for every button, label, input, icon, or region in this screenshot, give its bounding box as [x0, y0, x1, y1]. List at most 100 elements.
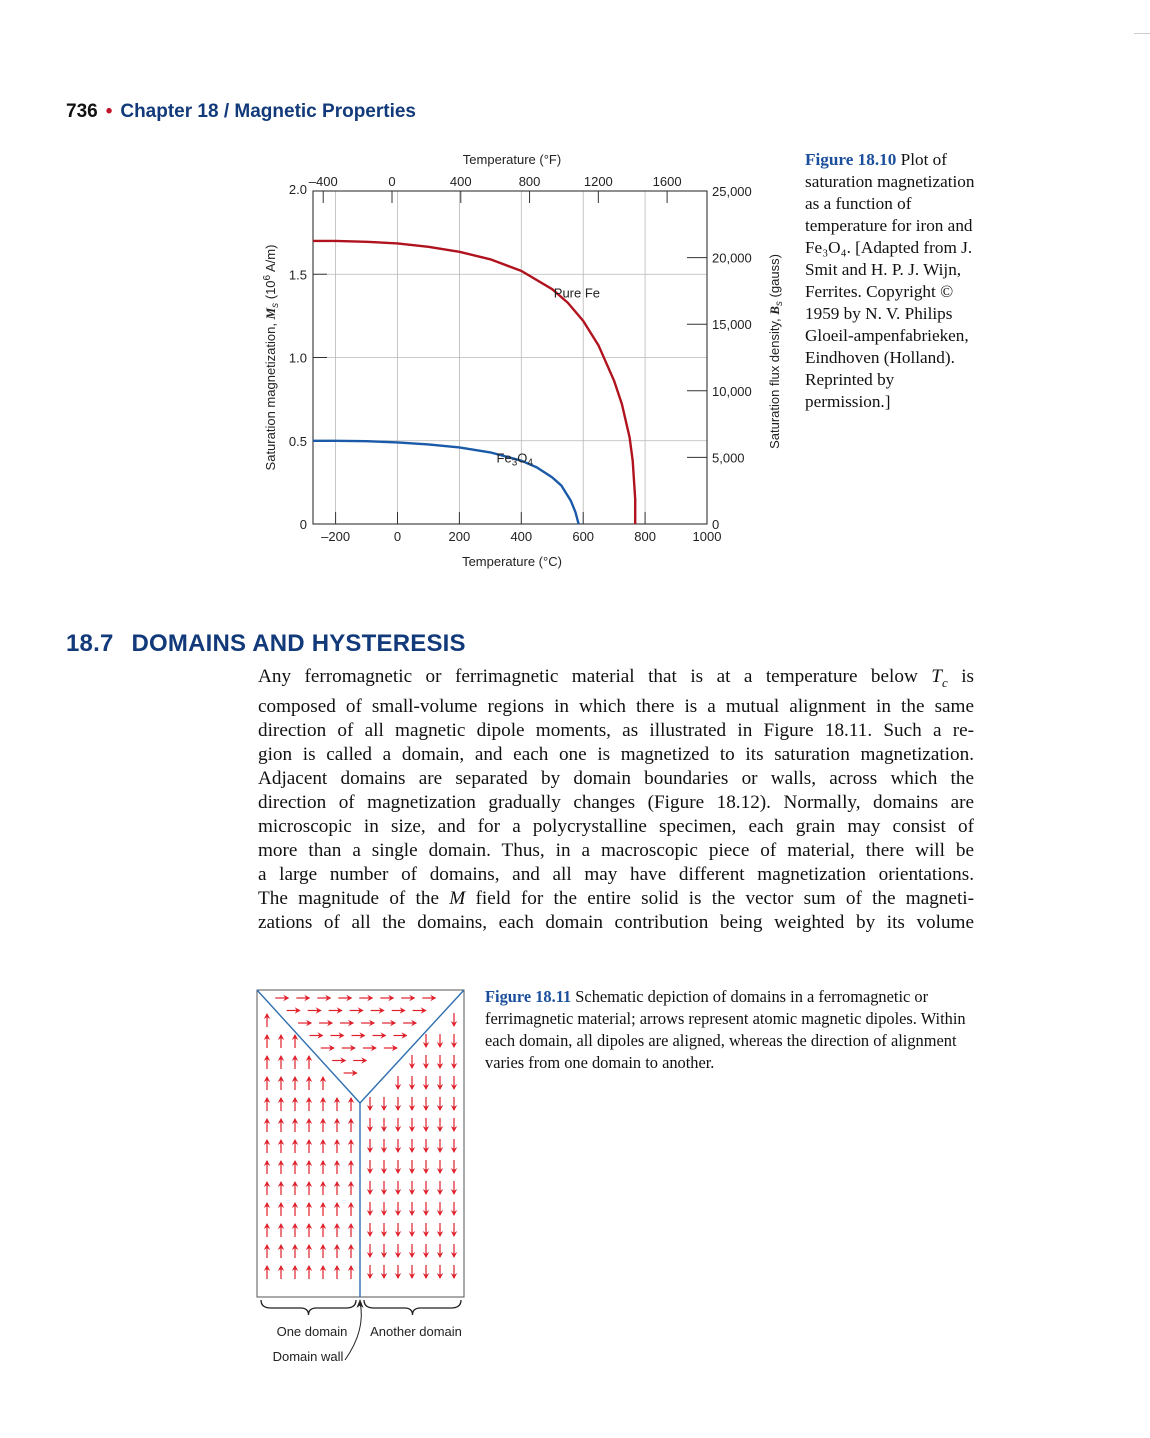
y-left-tick-label: 1.0: [289, 351, 307, 366]
dipole-arrow: [408, 1076, 416, 1090]
dipole-arrow: [366, 1265, 374, 1279]
dipole-arrow: [349, 1007, 364, 1014]
dipole-arrow: [422, 1118, 430, 1132]
dipole-arrow: [450, 1181, 458, 1195]
figure-18-11-caption-text: Schematic depiction of domains in a ferr…: [485, 987, 966, 1072]
dipole-arrow: [319, 1139, 327, 1153]
dipole-arrow: [291, 1160, 299, 1174]
dipole-arrow: [436, 1223, 444, 1237]
domain-box: [256, 989, 465, 1298]
dipole-arrow: [436, 1160, 444, 1174]
dipole-arrow: [422, 1265, 430, 1279]
dipole-arrow: [450, 1097, 458, 1111]
dipole-arrow: [422, 1181, 430, 1195]
x-top-tick-label: 400: [450, 174, 472, 189]
dipole-arrow: [450, 1244, 458, 1258]
dipole-arrow: [450, 1034, 458, 1048]
dipole-arrow: [450, 1055, 458, 1069]
dipole-arrow: [263, 1160, 271, 1174]
running-head: 736 • Chapter 18 / Magnetic Properties: [66, 101, 416, 123]
dipole-arrow: [393, 1032, 408, 1039]
dipole-arrow: [347, 1244, 355, 1258]
domain-wall-line: [256, 989, 361, 1104]
dipole-arrow: [422, 1244, 430, 1258]
body-line: microscopic in size, and for a polycryst…: [258, 815, 974, 837]
dipole-arrow: [263, 1118, 271, 1132]
dipole-arrow: [380, 1181, 388, 1195]
dipole-arrow: [277, 1160, 285, 1174]
dipole-arrow: [450, 1223, 458, 1237]
dipole-arrow: [263, 1097, 271, 1111]
dipole-arrow: [394, 1076, 402, 1090]
dipole-arrow: [263, 1244, 271, 1258]
body-line: zations of all the domains, each domain …: [258, 911, 974, 933]
dipole-arrow: [408, 1139, 416, 1153]
dipole-arrow: [394, 1181, 402, 1195]
dipole-arrow: [277, 1076, 285, 1090]
dipole-arrow: [366, 1139, 374, 1153]
dipole-arrow: [277, 1244, 285, 1258]
dipole-arrow: [305, 1202, 313, 1216]
dipole-arrow: [366, 1223, 374, 1237]
dipole-arrow: [351, 1032, 366, 1039]
dipole-arrow: [291, 1181, 299, 1195]
dipole-arrow: [307, 1007, 322, 1014]
x-bottom-tick-label: 400: [510, 529, 532, 544]
dipole-arrow: [408, 1244, 416, 1258]
figure-18-10-caption-label: Figure 18.10: [805, 150, 897, 169]
dipole-arrow: [436, 1139, 444, 1153]
dipole-arrow: [366, 1097, 374, 1111]
dipole-arrow: [291, 1076, 299, 1090]
dipole-arrow: [408, 1223, 416, 1237]
dipole-arrow: [305, 1118, 313, 1132]
dipole-arrow: [362, 1044, 377, 1052]
dipole-arrow: [347, 1202, 355, 1216]
y-right-tick-label: 0: [712, 517, 719, 532]
x-bottom-tick-label: 600: [572, 529, 594, 544]
section-number: 18.7: [66, 630, 114, 657]
figure-18-10-caption-text: Plot of saturation magnetization as a fu…: [805, 150, 975, 411]
dipole-arrow: [408, 1265, 416, 1279]
dipole-arrow: [366, 1202, 374, 1216]
dipole-arrow: [359, 994, 374, 1002]
dipole-arrow: [380, 1160, 388, 1174]
dipole-arrow: [317, 994, 332, 1002]
dipole-arrow: [319, 1244, 327, 1258]
dipole-arrow: [408, 1097, 416, 1111]
dipole-arrow: [277, 1139, 285, 1153]
dipole-arrow: [366, 1118, 374, 1132]
x-bottom-tick-label: –200: [321, 529, 350, 544]
dipole-arrow: [263, 1076, 271, 1090]
dipole-arrow: [275, 994, 290, 1002]
dipole-arrow: [277, 1223, 285, 1237]
dipole-arrow: [333, 1181, 341, 1195]
series-pure-fe-line: [313, 239, 637, 524]
y-right-tick-label: 15,000: [712, 317, 752, 332]
y-right-tick-label: 5,000: [712, 450, 745, 465]
label-domain-wall: Domain wall: [273, 1349, 344, 1364]
dipole-arrow: [263, 1202, 271, 1216]
body-line: direction of all magnetic dipole moments…: [258, 719, 974, 741]
x-bottom-tick-label: 200: [449, 529, 471, 544]
x-top-tick-label: 800: [519, 174, 541, 189]
dipole-arrow: [412, 1007, 427, 1014]
dipole-arrow: [305, 1076, 313, 1090]
dipole-arrow: [333, 1244, 341, 1258]
dipole-arrow: [263, 1223, 271, 1237]
x-bottom-tick-label: 1000: [693, 529, 722, 544]
dipole-arrow: [277, 1181, 285, 1195]
y-left-tick-label: 2.0: [289, 182, 307, 197]
series-fe3o4-line: [313, 439, 580, 525]
dipole-arrow: [394, 1265, 402, 1279]
figure-18-10-chart: –200 0 200 400 600 800 1000 Temperature (°C) –40…: [262, 152, 785, 569]
dipole-arrow: [333, 1223, 341, 1237]
domain-wall-line: [359, 989, 465, 1104]
body-line: composed of small-volume regions in whic…: [258, 695, 974, 717]
dipole-arrow: [291, 1034, 299, 1048]
body-line: a large number of domains, and all may h…: [258, 863, 974, 885]
dipole-arrow: [422, 994, 437, 1002]
dipole-arrow: [333, 1097, 341, 1111]
dipole-arrow: [277, 1202, 285, 1216]
y-right-axis-label: Saturation flux density, Bs (gauss): [767, 254, 785, 449]
dipole-arrow: [401, 994, 416, 1002]
